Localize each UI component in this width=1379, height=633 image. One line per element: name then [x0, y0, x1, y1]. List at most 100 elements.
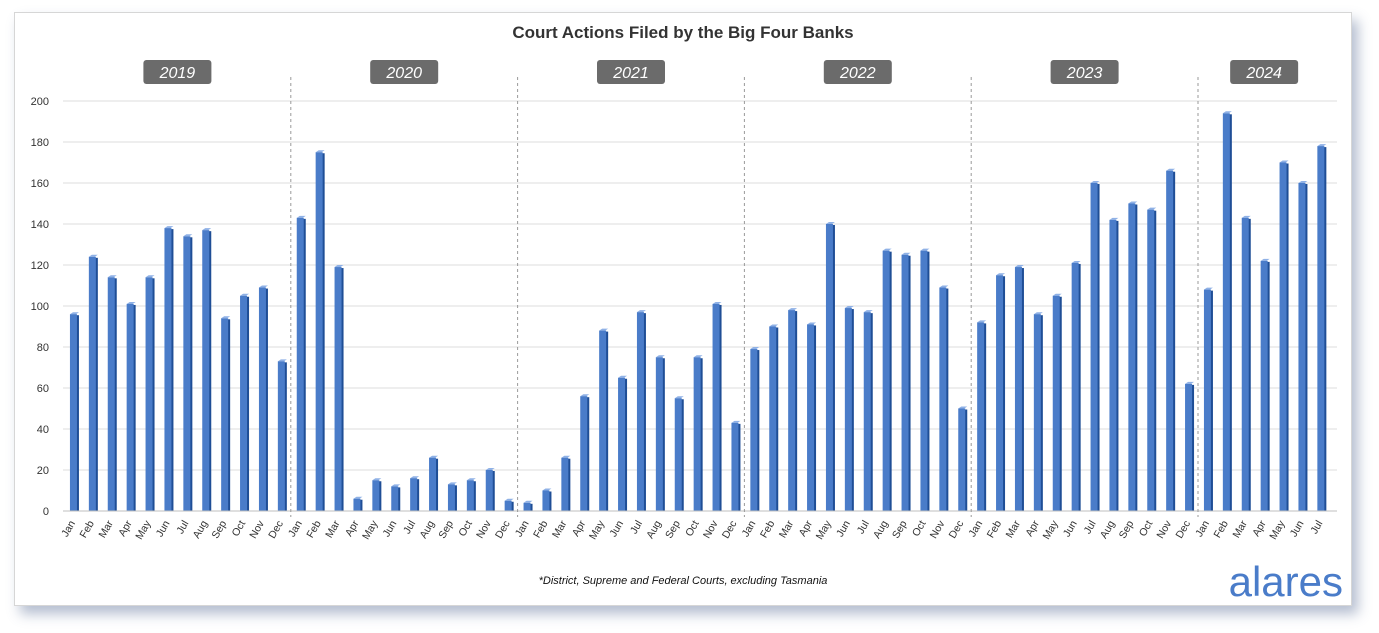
x-tick-label: Feb	[758, 518, 778, 540]
bar-top	[769, 324, 779, 327]
bar	[655, 357, 663, 511]
x-tick-label: Nov	[1155, 518, 1175, 541]
bar	[731, 422, 739, 511]
bar-side	[453, 485, 457, 511]
bar-side	[246, 296, 250, 511]
bar-side	[737, 423, 741, 511]
bar	[183, 236, 191, 512]
bar-side	[813, 325, 817, 511]
x-tick-label: Feb	[985, 518, 1005, 540]
x-tick-label: Nov	[928, 518, 948, 541]
bar-top	[542, 488, 552, 491]
bar-side	[397, 487, 401, 511]
bar-side	[718, 304, 722, 511]
bar	[145, 277, 153, 511]
bar-top	[1147, 207, 1157, 210]
bar-top	[258, 285, 268, 288]
x-tick-label: Apr	[1250, 518, 1269, 539]
bar-top	[636, 310, 646, 313]
bar	[1203, 289, 1211, 511]
bar-side	[1228, 114, 1232, 512]
x-tick-label: Mar	[550, 518, 570, 540]
x-tick-label: Feb	[1212, 518, 1232, 540]
x-tick-label: Feb	[304, 518, 324, 540]
bar-side	[699, 358, 703, 511]
bar	[1052, 295, 1060, 511]
chart-footnote: *District, Supreme and Federal Courts, e…	[538, 575, 828, 587]
bar-side	[208, 231, 212, 511]
x-tick-label: Aug	[871, 518, 891, 540]
x-tick-label: Sep	[436, 518, 456, 540]
year-badge	[597, 60, 665, 84]
bar	[901, 254, 909, 511]
chart-card: Court Actions Filed by the Big Four Bank…	[14, 12, 1352, 606]
bar	[1222, 113, 1230, 512]
year-label: 2021	[612, 65, 649, 82]
bar	[561, 457, 569, 511]
x-tick-label: Oct	[1137, 518, 1156, 538]
bar-side	[964, 409, 968, 511]
x-tick-label: Nov	[701, 518, 721, 541]
bar-side	[1115, 220, 1119, 511]
bar	[1241, 217, 1249, 511]
bar	[825, 224, 833, 511]
bar-side	[151, 278, 155, 511]
bar	[240, 295, 248, 511]
bar-top	[788, 308, 798, 311]
bar-top	[655, 355, 665, 358]
bar	[466, 480, 474, 511]
x-tick-label: May	[1041, 518, 1062, 542]
x-tick-label: Apr	[797, 518, 816, 539]
x-tick-label: Sep	[663, 518, 683, 540]
bar-side	[1020, 268, 1024, 511]
x-tick-label: Oct	[910, 518, 929, 538]
x-tick-label: Aug	[417, 518, 437, 540]
x-tick-label: Aug	[644, 518, 664, 540]
x-tick-label: Jun	[380, 518, 399, 539]
bar-side	[661, 358, 665, 511]
bar-side	[642, 313, 646, 511]
year-label: 2024	[1245, 65, 1282, 82]
bar-top	[561, 455, 571, 458]
bar	[882, 250, 890, 511]
x-tick-label: Nov	[474, 518, 494, 541]
bar	[107, 277, 115, 511]
bar-top	[1185, 381, 1195, 384]
x-tick-label: Jun	[834, 518, 853, 539]
bar-side	[378, 481, 382, 511]
bar-side	[1039, 315, 1043, 511]
x-tick-label: Mar	[777, 518, 797, 540]
x-tick-label: Feb	[78, 518, 98, 540]
bar	[1147, 209, 1155, 511]
bar	[1166, 170, 1174, 511]
bar	[447, 484, 455, 511]
bar-side	[888, 251, 892, 511]
bar-top	[731, 420, 741, 423]
x-tick-label: Jan	[286, 518, 305, 539]
bar-side	[983, 323, 987, 511]
x-tick-label: Oct	[230, 518, 249, 538]
bar	[523, 502, 531, 511]
bar	[542, 490, 550, 511]
bar-top	[334, 265, 344, 268]
bar-side	[586, 397, 590, 511]
x-tick-label: Dec	[266, 519, 286, 541]
bar-side	[680, 399, 684, 511]
x-tick-label: Dec	[720, 519, 740, 541]
x-tick-label: Dec	[1173, 519, 1193, 541]
bar-top	[372, 478, 382, 481]
bar-side	[529, 503, 533, 511]
bar-top	[466, 478, 476, 481]
bar	[429, 457, 437, 511]
bar-top	[183, 234, 193, 237]
bar-side	[1002, 276, 1006, 511]
bar-side	[227, 319, 231, 511]
bar-side	[850, 309, 854, 511]
bar-top	[391, 484, 401, 487]
bar-side	[189, 237, 193, 512]
bar	[1317, 146, 1325, 511]
year-badge	[370, 60, 439, 84]
x-tick-label: Jul	[855, 519, 872, 537]
bar-top	[674, 396, 684, 399]
